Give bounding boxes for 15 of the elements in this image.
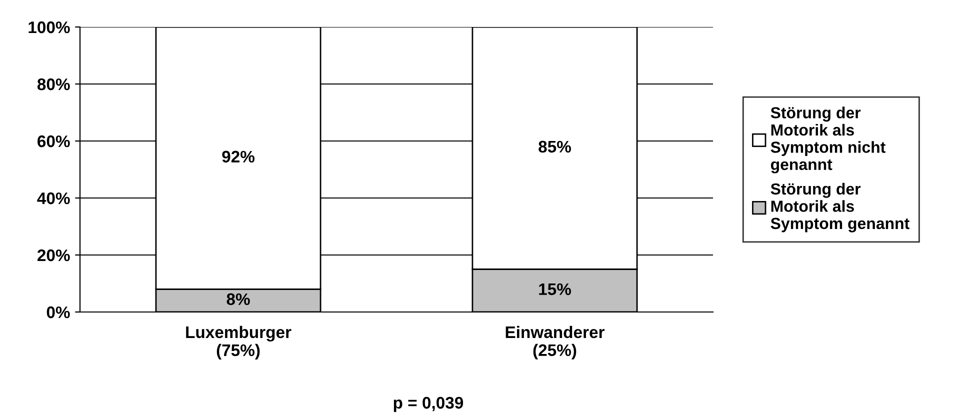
y-tick-label: 60%: [38, 135, 70, 148]
legend-label: Störung der Motorik als Symptom nicht genannt: [770, 106, 886, 174]
legend-label: Störung der Motorik als Symptom genannt: [770, 182, 910, 232]
y-tick-label: 100%: [28, 21, 70, 34]
x-tick-label: Luxemburger (75%): [186, 326, 292, 360]
x-tick-label: Einwanderer (25%): [506, 326, 605, 360]
y-tick-label: 40%: [37, 192, 70, 204]
y-tick-label: 20%: [38, 249, 70, 262]
y-tick-label: 0%: [46, 306, 70, 318]
y-tick-label: 80%: [37, 78, 70, 90]
data-label: 92%: [222, 150, 254, 163]
data-label: 8%: [226, 293, 250, 306]
text: p = 0,039: [394, 396, 464, 412]
data-label: 85%: [538, 140, 571, 153]
data-label: 15%: [539, 283, 571, 296]
